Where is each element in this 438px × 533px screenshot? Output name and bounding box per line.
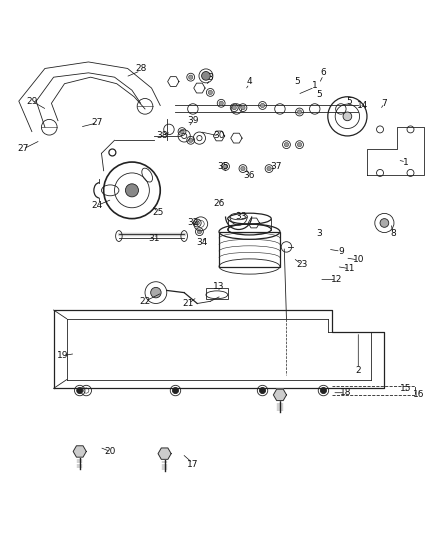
Text: 17: 17 <box>187 460 199 469</box>
Text: 33: 33 <box>235 212 247 221</box>
Text: 1: 1 <box>312 82 318 91</box>
Text: 38: 38 <box>157 132 168 140</box>
Text: 15: 15 <box>400 384 412 393</box>
Text: 11: 11 <box>344 264 355 273</box>
Circle shape <box>77 387 83 393</box>
Text: 22: 22 <box>139 297 151 306</box>
Text: 19: 19 <box>57 351 68 360</box>
Text: 2: 2 <box>356 367 361 375</box>
Text: 12: 12 <box>331 275 342 284</box>
Text: 3: 3 <box>208 72 213 82</box>
Text: 30: 30 <box>213 132 225 140</box>
Text: 36: 36 <box>244 171 255 180</box>
Text: 16: 16 <box>413 390 425 399</box>
Text: 5: 5 <box>316 90 322 99</box>
Circle shape <box>343 112 352 120</box>
Bar <box>206 288 228 299</box>
Text: 21: 21 <box>183 299 194 308</box>
Circle shape <box>173 387 179 393</box>
Polygon shape <box>273 389 286 400</box>
Text: 27: 27 <box>18 144 29 154</box>
Circle shape <box>195 221 199 225</box>
Text: 1: 1 <box>403 158 409 166</box>
Bar <box>219 232 280 266</box>
Circle shape <box>197 230 201 234</box>
Circle shape <box>151 287 161 298</box>
Circle shape <box>125 184 138 197</box>
Text: 4: 4 <box>247 77 252 86</box>
Circle shape <box>241 106 245 110</box>
Text: 18: 18 <box>339 388 351 397</box>
Text: 27: 27 <box>92 118 103 127</box>
Circle shape <box>223 164 228 168</box>
Text: 29: 29 <box>26 96 38 106</box>
Text: 39: 39 <box>187 116 199 125</box>
Circle shape <box>180 130 184 134</box>
Circle shape <box>188 138 193 142</box>
Text: 35: 35 <box>218 162 229 171</box>
Circle shape <box>321 387 326 393</box>
Text: 6: 6 <box>321 68 326 77</box>
Circle shape <box>201 71 210 80</box>
Circle shape <box>260 103 265 108</box>
Text: 13: 13 <box>213 281 225 290</box>
Text: 14: 14 <box>357 101 368 110</box>
Text: 5: 5 <box>347 98 353 107</box>
Text: 32: 32 <box>187 219 198 228</box>
Circle shape <box>259 387 265 393</box>
Text: 20: 20 <box>105 447 116 456</box>
Polygon shape <box>158 448 171 459</box>
Circle shape <box>284 142 289 147</box>
Text: 10: 10 <box>353 255 364 264</box>
Text: 5: 5 <box>294 77 300 86</box>
Text: 26: 26 <box>213 199 225 208</box>
Circle shape <box>297 110 302 114</box>
Text: 24: 24 <box>92 201 103 210</box>
Circle shape <box>267 166 271 171</box>
Text: 31: 31 <box>148 233 159 243</box>
Circle shape <box>208 90 212 94</box>
Text: 25: 25 <box>152 207 164 216</box>
Circle shape <box>380 219 389 228</box>
Circle shape <box>241 166 245 171</box>
Text: 34: 34 <box>196 238 207 247</box>
Circle shape <box>232 106 237 110</box>
Circle shape <box>219 101 223 106</box>
Circle shape <box>188 75 193 79</box>
Text: 7: 7 <box>381 99 387 108</box>
Text: 8: 8 <box>390 229 396 238</box>
Text: 3: 3 <box>316 229 322 238</box>
Circle shape <box>297 142 302 147</box>
Polygon shape <box>73 446 86 457</box>
Text: 23: 23 <box>296 260 307 269</box>
Text: 28: 28 <box>135 64 146 73</box>
Text: 9: 9 <box>338 247 344 256</box>
Text: 37: 37 <box>270 162 281 171</box>
